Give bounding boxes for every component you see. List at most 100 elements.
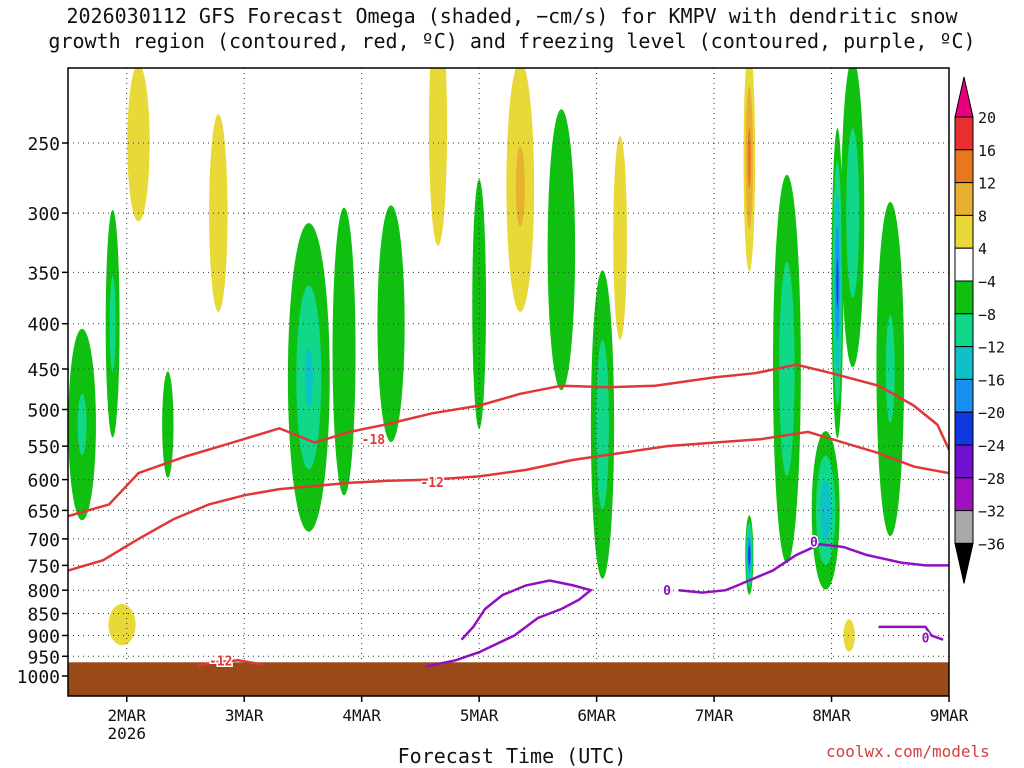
contour-0-5 [878, 625, 944, 641]
y-tick-label: 350 [27, 263, 60, 284]
omega-cell-1 [109, 275, 116, 372]
colorbar-label: −4 [978, 273, 996, 291]
colorbar-label: −36 [978, 535, 1005, 553]
omega-cell-20 [846, 128, 860, 298]
colorbar-band [954, 280, 974, 315]
colorbar-label: −28 [978, 470, 1005, 488]
colorbar-band [954, 510, 974, 544]
y-axis: 2503003504004505005506006507007508008509… [17, 134, 68, 688]
y-tick-label: 950 [27, 647, 60, 668]
omega-cell-3 [108, 604, 136, 646]
x-tick-label: 8MAR [812, 706, 851, 725]
omega-cell-2 [127, 68, 150, 222]
colorbar-bottom-arrow [954, 542, 974, 584]
colorbar-band [954, 444, 974, 479]
y-tick-label: 300 [27, 204, 60, 225]
site-credit: coolwx.com/models [826, 742, 990, 761]
colorbar-band [954, 477, 974, 512]
x-tick-label: 7MAR [695, 706, 734, 725]
colorbar-band [954, 247, 974, 282]
x-tick-label: 5MAR [460, 706, 499, 725]
contour-lines: -18 -12 -12 0 0 0 [68, 363, 949, 671]
omega-cell-6 [304, 347, 313, 408]
omega-cell-7 [332, 207, 356, 496]
y-tick-label: 850 [27, 605, 60, 626]
colorbar-band [954, 313, 974, 348]
colorbar-label: −20 [978, 404, 1005, 422]
x-tick-label: 6MAR [577, 706, 616, 725]
omega-cell-17 [779, 262, 795, 476]
terrain-band [68, 662, 949, 696]
contour-label: -12 [209, 654, 232, 669]
colorbar-label: 16 [978, 142, 996, 160]
contour--18-0 [68, 363, 949, 518]
colorbar-label: −24 [978, 437, 1005, 455]
colorbar-label: 20 [978, 109, 996, 127]
omega-cell-16 [748, 545, 751, 565]
x-tick-year-label: 2026 [107, 724, 146, 743]
colorbar: 20 16 12 8 4 −4 −8 −12 −16 −20 −24 −28 −32 −36 [954, 76, 1005, 584]
colorbar-label: 12 [978, 175, 996, 193]
omega-cell-9 [428, 68, 448, 246]
omega-cell-12 [547, 109, 576, 391]
x-axis: 2MAR 3MAR 4MAR 5MAR 6MAR 7MAR 8MAR 9MAR 2026 [107, 696, 969, 743]
y-tick-label: 750 [27, 556, 60, 577]
y-tick-label: 1000 [17, 667, 60, 688]
contour-label: 0 [663, 584, 671, 599]
y-tick-label: 800 [27, 581, 60, 602]
y-tick-label: 400 [27, 315, 60, 336]
y-tick-label: 700 [27, 530, 60, 551]
omega-cell-4 [162, 371, 174, 478]
omega-cell-22 [843, 619, 855, 652]
colorbar-label: −12 [978, 339, 1005, 357]
omega-cell-15 [747, 127, 751, 189]
title-line-1: 2026030112 GFS Forecast Omega (shaded, −… [66, 4, 958, 28]
x-tick-label: 4MAR [342, 706, 381, 725]
omega-cell-14 [613, 135, 627, 340]
contour-label: -12 [420, 476, 443, 491]
x-axis-label: Forecast Time (UTC) [397, 744, 627, 768]
y-tick-label: 550 [27, 437, 60, 458]
colorbar-band [954, 411, 974, 446]
contour--12-2 [196, 659, 263, 668]
colorbar-band [954, 214, 974, 249]
omega-shading [68, 68, 905, 652]
omega-cell-0 [77, 393, 87, 456]
colorbar-band [954, 182, 974, 216]
colorbar-top-arrow [954, 76, 974, 118]
omega-cell-21 [885, 315, 895, 423]
omega-cell-10 [515, 146, 525, 227]
plot-frame [67, 67, 950, 697]
terrain-fill [68, 662, 949, 696]
y-tick-label: 500 [27, 401, 60, 422]
colorbar-label: 4 [978, 240, 987, 258]
x-tick-label: 2MAR [107, 706, 146, 725]
omega-cell-19 [836, 259, 839, 307]
y-tick-label: 250 [27, 134, 60, 155]
colorbar-label: −16 [978, 371, 1005, 389]
title-line-2: growth region (contoured, red, ºC) and f… [48, 29, 976, 53]
colorbar-band [954, 149, 974, 184]
contour-0-3 [426, 579, 594, 668]
colorbar-label: −8 [978, 306, 996, 324]
contour-label: 0 [810, 536, 818, 551]
y-tick-label: 900 [27, 626, 60, 647]
contour--12-1 [68, 430, 949, 572]
y-tick-label: 600 [27, 471, 60, 492]
x-tick-label: 3MAR [225, 706, 264, 725]
colorbar-label: −32 [978, 503, 1005, 521]
contour-0-4 [678, 543, 949, 594]
omega-cell-8 [377, 205, 405, 443]
contour-label: 0 [922, 632, 930, 647]
colorbar-band [954, 346, 974, 380]
contour-label: -18 [362, 433, 386, 448]
colorbar-label: 8 [978, 207, 987, 225]
omega-cell-13 [596, 339, 609, 510]
x-tick-label: 9MAR [930, 706, 969, 725]
chart-title: 2026030112 GFS Forecast Omega (shaded, −… [0, 4, 1024, 54]
colorbar-band [954, 378, 974, 413]
y-tick-label: 450 [27, 360, 60, 381]
omega-cell-18 [820, 480, 831, 541]
y-tick-label: 650 [27, 501, 60, 522]
